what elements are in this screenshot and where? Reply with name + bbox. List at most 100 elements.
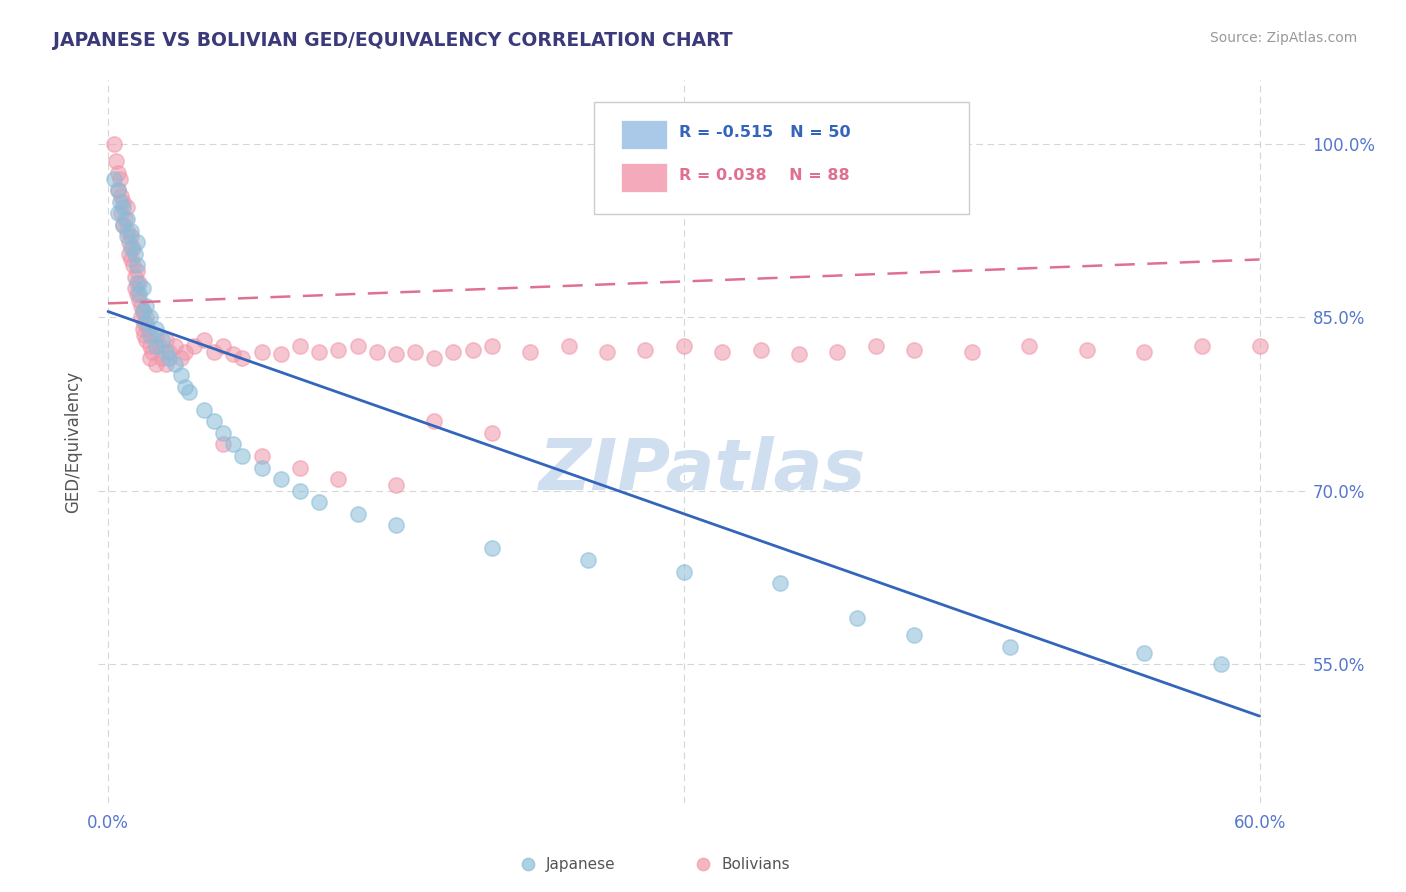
Point xyxy=(749,343,772,357)
Point xyxy=(122,258,145,272)
Point xyxy=(672,339,695,353)
Point xyxy=(481,541,503,556)
Point xyxy=(1211,657,1233,671)
Text: Source: ZipAtlas.com: Source: ZipAtlas.com xyxy=(1209,31,1357,45)
Point xyxy=(845,611,868,625)
Point xyxy=(787,347,810,361)
Point xyxy=(118,246,141,260)
Point xyxy=(222,347,245,361)
Point xyxy=(139,310,162,325)
Point xyxy=(124,246,146,260)
Text: Japanese: Japanese xyxy=(546,856,616,871)
Point xyxy=(131,281,153,295)
Point xyxy=(170,368,193,382)
Point xyxy=(139,339,162,353)
Point xyxy=(423,351,446,365)
Point xyxy=(104,154,127,169)
Point xyxy=(108,194,131,209)
Point xyxy=(159,351,181,365)
Point xyxy=(1076,343,1098,357)
Point xyxy=(125,287,148,301)
Point xyxy=(250,460,273,475)
Bar xyxy=(621,120,666,149)
Point xyxy=(110,189,132,203)
Point xyxy=(120,252,142,267)
Text: ZIPatlas: ZIPatlas xyxy=(540,436,866,505)
Point xyxy=(145,322,167,336)
Point xyxy=(135,310,157,325)
Point xyxy=(865,339,887,353)
Point xyxy=(155,357,177,371)
Bar xyxy=(621,163,666,193)
Point xyxy=(461,343,484,357)
Point xyxy=(346,507,368,521)
Point xyxy=(114,212,136,227)
Point xyxy=(769,576,792,591)
Point xyxy=(173,379,195,393)
Point xyxy=(173,345,195,359)
Point xyxy=(165,339,187,353)
Point xyxy=(193,402,215,417)
Point xyxy=(107,206,129,220)
Text: JAPANESE VS BOLIVIAN GED/EQUIVALENCY CORRELATION CHART: JAPANESE VS BOLIVIAN GED/EQUIVALENCY COR… xyxy=(53,31,733,50)
Point xyxy=(170,351,193,365)
Point xyxy=(193,334,215,348)
Point xyxy=(107,183,129,197)
Point xyxy=(404,345,426,359)
Point xyxy=(1018,339,1040,353)
Point xyxy=(115,223,138,237)
Point xyxy=(115,229,138,244)
Point xyxy=(129,310,152,325)
Point xyxy=(112,194,135,209)
Point xyxy=(481,339,503,353)
Point xyxy=(128,287,150,301)
Point xyxy=(288,483,311,498)
Point xyxy=(155,345,177,359)
Point xyxy=(308,495,330,509)
Point xyxy=(134,327,156,342)
Point xyxy=(672,565,695,579)
Point xyxy=(120,229,142,244)
Point xyxy=(128,293,150,307)
Point xyxy=(212,425,235,440)
Point xyxy=(328,472,350,486)
Point xyxy=(222,437,245,451)
Point xyxy=(634,343,657,357)
Point xyxy=(103,136,125,151)
Point xyxy=(903,628,925,642)
Point xyxy=(150,351,173,365)
Point xyxy=(270,347,292,361)
Point xyxy=(139,327,162,342)
Point xyxy=(998,640,1021,654)
Point xyxy=(308,345,330,359)
Point xyxy=(903,343,925,357)
FancyBboxPatch shape xyxy=(595,102,969,214)
Point xyxy=(145,327,167,342)
Y-axis label: GED/Equivalency: GED/Equivalency xyxy=(65,370,83,513)
Point xyxy=(212,339,235,353)
Point xyxy=(118,235,141,249)
Point xyxy=(231,449,253,463)
Point xyxy=(557,339,579,353)
Point xyxy=(129,299,152,313)
Point xyxy=(1133,646,1156,660)
Point xyxy=(183,339,205,353)
Point xyxy=(120,223,142,237)
Point xyxy=(145,357,167,371)
Point xyxy=(385,518,408,533)
Point xyxy=(177,385,200,400)
Point xyxy=(960,345,983,359)
Point xyxy=(136,322,159,336)
Point xyxy=(155,334,177,348)
Point xyxy=(125,235,148,249)
Point xyxy=(328,343,350,357)
Point xyxy=(103,171,125,186)
Point xyxy=(141,345,163,359)
Point xyxy=(519,345,541,359)
Point xyxy=(131,304,153,318)
Point xyxy=(145,339,167,353)
Point xyxy=(443,345,465,359)
Point xyxy=(128,276,150,290)
Point xyxy=(135,334,157,348)
Point xyxy=(112,218,135,232)
